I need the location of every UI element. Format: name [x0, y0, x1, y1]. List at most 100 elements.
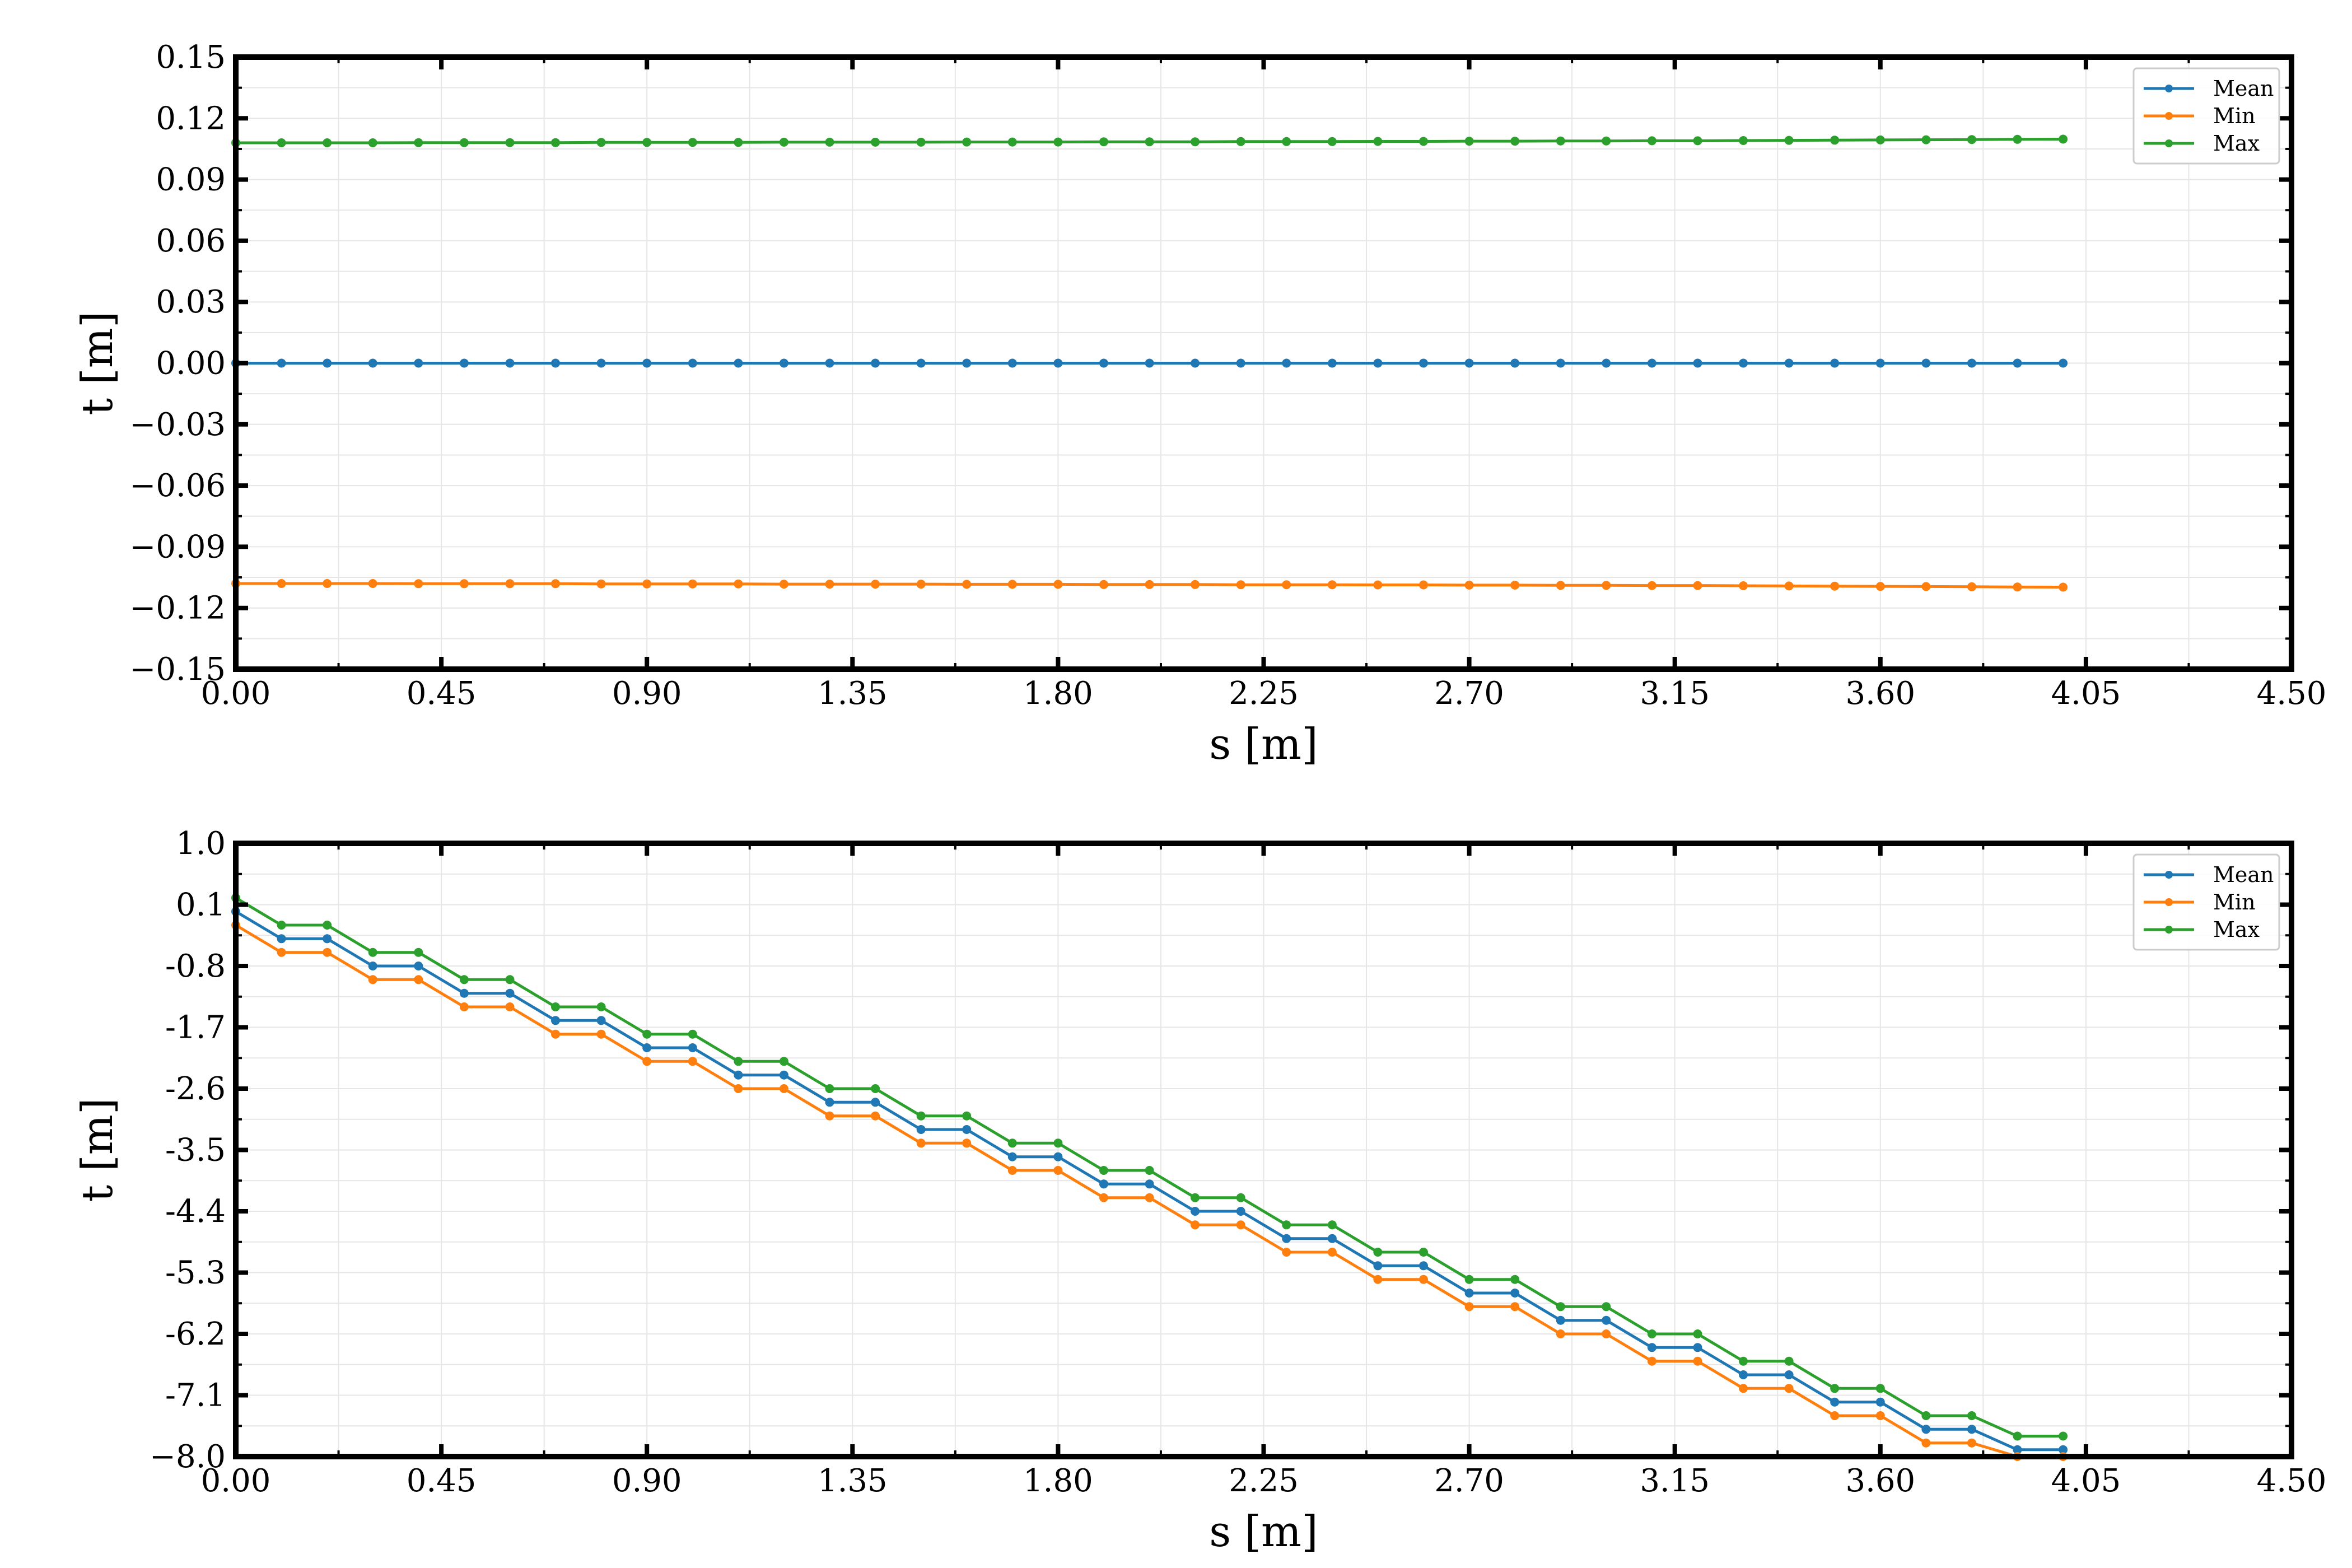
x-axis-label: s [m]: [1209, 719, 1318, 769]
data-point-mean: [505, 358, 515, 368]
data-point-min: [505, 1002, 515, 1011]
data-point-mean: [1282, 358, 1291, 368]
data-point-mean: [1464, 358, 1474, 368]
bottom-chart-panel: 0.00 0.45 0.90 1.35 1.80 2.25 2.70 3.15 3.60 4.05…: [72, 825, 2326, 1556]
y-tick-label: 0.09: [156, 162, 226, 198]
data-point-mean: [1556, 1315, 1565, 1325]
data-point-min: [779, 580, 788, 589]
data-point-max: [688, 138, 697, 147]
data-point-min: [1145, 1193, 1154, 1202]
data-point-mean: [1830, 1397, 1840, 1407]
data-point-min: [1647, 1356, 1656, 1366]
data-point-min: [1510, 1302, 1520, 1312]
y-tick-label: -7.1: [165, 1378, 226, 1414]
legend-swatch-marker-max: [2165, 139, 2173, 147]
data-point-max: [551, 1002, 560, 1011]
data-point-min: [277, 579, 286, 588]
data-point-max: [1419, 137, 1428, 146]
data-point-max: [459, 138, 469, 147]
data-point-max: [1007, 1138, 1017, 1148]
data-point-max: [779, 137, 788, 147]
x-tick-label: 1.35: [818, 675, 888, 712]
data-point-max: [1784, 136, 1794, 145]
data-point-max: [1191, 137, 1200, 147]
data-point-mean: [734, 358, 743, 368]
data-point-mean: [1875, 1397, 1885, 1407]
data-point-min: [1875, 582, 1885, 591]
data-point-max: [1191, 1193, 1200, 1202]
data-point-max: [368, 948, 377, 957]
data-point-min: [1875, 1411, 1885, 1420]
data-point-min: [1327, 580, 1337, 590]
y-tick-label: −0.15: [129, 651, 226, 688]
data-point-max: [551, 138, 560, 147]
data-point-min: [1739, 581, 1748, 590]
data-point-max: [1145, 137, 1154, 147]
data-point-mean: [1327, 1234, 1337, 1243]
data-point-mean: [871, 358, 880, 368]
y-axis-label: t [m]: [72, 1098, 122, 1202]
data-point-min: [1967, 1438, 1976, 1448]
data-point-max: [1647, 1329, 1656, 1338]
data-point-max: [596, 138, 606, 147]
data-point-max: [414, 138, 423, 147]
data-point-mean: [1510, 358, 1520, 368]
legend-label-max: Max: [2213, 917, 2260, 942]
data-point-max: [1967, 1411, 1976, 1420]
data-point-max: [962, 1111, 972, 1121]
data-point-mean: [916, 358, 926, 368]
data-point-min: [1419, 580, 1428, 590]
data-point-mean: [1191, 358, 1200, 368]
data-point-max: [1464, 1275, 1474, 1284]
data-point-mean: [825, 1098, 834, 1107]
y-tick-label: 0.1: [176, 887, 226, 923]
legend-label-min: Min: [2213, 890, 2256, 914]
data-point-mean: [1739, 358, 1748, 368]
x-tick-label: 3.60: [1845, 1463, 1915, 1499]
data-point-mean: [551, 358, 560, 368]
data-point-min: [1830, 581, 1840, 591]
y-tick-label: 0.00: [156, 346, 226, 382]
data-point-max: [1921, 135, 1931, 144]
x-tick-label: 0.45: [407, 1463, 477, 1499]
data-point-min: [1145, 580, 1154, 589]
data-point-mean: [1875, 358, 1885, 368]
data-point-max: [688, 1029, 697, 1039]
x-tick-label: 4.05: [2051, 675, 2121, 712]
data-point-min: [1053, 1166, 1063, 1175]
data-point-mean: [1236, 1207, 1245, 1216]
data-point-min: [1739, 1384, 1748, 1393]
data-point-min: [688, 1057, 697, 1066]
data-point-mean: [1145, 1179, 1154, 1189]
data-point-min: [962, 580, 972, 589]
data-point-max: [1464, 137, 1474, 146]
series-min: [231, 579, 2068, 592]
x-tick-label: 1.80: [1023, 1463, 1093, 1499]
data-point-min: [1373, 580, 1383, 590]
y-tick-label: -6.2: [165, 1316, 226, 1352]
data-point-max: [505, 138, 515, 147]
data-point-mean: [871, 1098, 880, 1107]
y-tick-label: -1.7: [165, 1010, 226, 1046]
series-min: [231, 921, 2068, 1461]
data-point-mean: [1967, 1425, 1976, 1434]
data-point-min: [1830, 1411, 1840, 1420]
data-point-mean: [1099, 1179, 1108, 1189]
data-point-max: [642, 138, 652, 147]
legend: Mean Min Max: [2132, 853, 2280, 951]
y-tick-label: 0.15: [156, 39, 226, 76]
data-point-mean: [1053, 358, 1063, 368]
data-point-min: [414, 975, 423, 984]
data-point-mean: [1693, 1343, 1702, 1352]
data-point-min: [1647, 581, 1656, 590]
data-point-mean: [1419, 1261, 1428, 1271]
data-point-min: [596, 579, 606, 589]
data-point-mean: [1007, 1152, 1017, 1161]
data-point-max: [505, 975, 515, 984]
data-point-max: [734, 138, 743, 147]
data-point-mean: [2059, 358, 2068, 368]
data-point-mean: [1373, 358, 1383, 368]
data-point-min: [825, 1111, 834, 1121]
data-point-min: [871, 580, 880, 589]
data-point-mean: [1647, 358, 1656, 368]
